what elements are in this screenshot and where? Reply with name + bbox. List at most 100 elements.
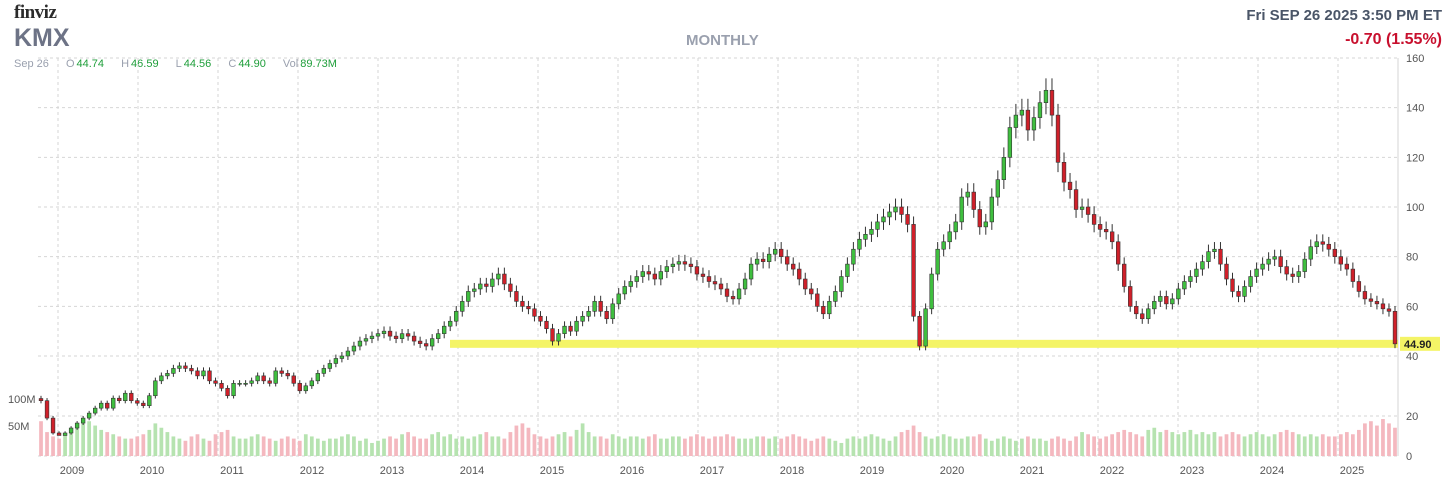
volume-bar [1308,434,1313,456]
candle-body [1302,258,1307,272]
volume-bar [1206,434,1211,456]
price-tick-label: 40 [1406,351,1418,363]
volume-bar [1128,432,1133,456]
volume-bar [478,434,483,456]
candle-body [1290,273,1295,277]
volume-bar [646,436,651,456]
candle-body [478,283,483,290]
candle-body [1103,229,1109,233]
year-tick-label: 2017 [700,465,724,477]
candle-body [586,310,591,317]
volume-bar [87,421,92,456]
candle-body [1188,276,1193,282]
candle-body [436,333,441,339]
candle-body [809,288,814,295]
volume-bar [905,429,910,456]
volume-bar [424,438,429,456]
candle-body [1224,263,1229,280]
volume-bar [1236,434,1241,456]
volume-bar [526,427,531,456]
volume-bar [315,438,320,456]
candle-body [466,291,471,302]
volume-bar [532,434,537,456]
volume-bar [1254,432,1259,456]
volume-bar [448,434,453,456]
volume-bar [291,438,296,456]
year-tick-label: 2014 [460,465,484,477]
candle-body [923,308,928,347]
candle-body [845,263,850,277]
candle-body [472,288,477,292]
volume-bar [1062,438,1066,456]
volume-bar [1363,423,1367,456]
volume-bar [1032,438,1036,456]
ohlc-close-value: 44.90 [238,58,266,70]
volume-bars [39,419,1397,456]
candle-body [189,368,194,372]
volume-bar [1122,429,1127,456]
volume-bar [1344,432,1349,456]
volume-bar [1170,432,1175,456]
volume-bar [568,436,573,456]
volume-bar [297,440,302,456]
year-tick-label: 2022 [1100,465,1124,477]
candle-body [99,402,104,409]
candle-body [1242,286,1247,297]
volume-bar [412,436,416,456]
candle-body [484,283,489,287]
candle-body [297,383,302,392]
year-tick-label: 2011 [220,465,244,477]
candle-body [1122,263,1127,287]
candle-body [1344,263,1350,270]
volume-bar [1272,434,1277,456]
candle-body [688,263,694,267]
candle-body [983,221,988,228]
volume-bar [105,432,110,456]
candle-body [893,206,898,213]
volume-bar [598,436,603,456]
volume-bar [1230,432,1235,456]
candle-body [1254,268,1259,277]
candle-body [851,248,856,265]
volume-bar [574,429,579,456]
candle-body [953,221,958,233]
volume-bar [334,438,338,456]
volume-bar [472,436,477,456]
volume-bar [466,438,471,456]
year-tick-label: 2020 [940,465,964,477]
volume-bar [141,434,146,456]
volume-bar [394,438,398,456]
candle-body [1260,263,1265,270]
candle-body [460,301,465,312]
year-tick-label: 2024 [1260,465,1284,477]
ohlc-low-label: L [175,58,182,70]
volume-bar [821,436,826,456]
candle-body [490,278,495,287]
finviz-logo[interactable]: finviz [14,2,57,23]
volume-bar [785,436,790,456]
candle-body [989,196,994,223]
candle-body [86,412,92,419]
volume-bar [1104,436,1109,456]
candle-body [833,291,838,302]
year-tick-label: 2019 [860,465,884,477]
volume-bar [616,436,621,456]
candle-body [556,333,561,342]
volume-bar [689,436,693,456]
candle-body [1350,268,1356,282]
year-tick-label: 2015 [540,465,564,477]
candle-body [598,301,603,312]
candle-body [526,306,531,310]
candle-body [1037,102,1043,118]
candle-body [393,335,399,339]
volume-bar [797,436,802,456]
candle-body [1182,281,1187,290]
candle-body [1152,301,1157,310]
candle-body [1374,301,1380,305]
volume-bar [731,436,735,456]
volume-bar [69,429,73,456]
volume-bar [989,440,994,456]
price-tick-label: 60 [1406,301,1418,313]
volume-bar [219,432,224,456]
